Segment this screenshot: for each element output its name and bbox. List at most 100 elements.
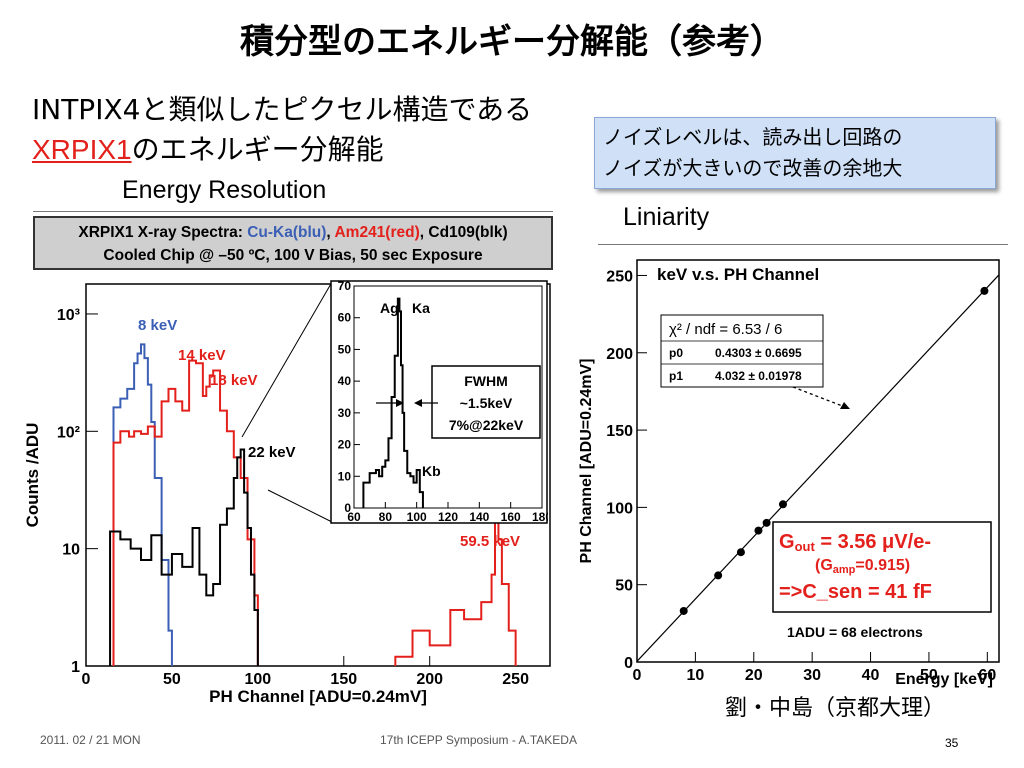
linearity-point bbox=[778, 500, 787, 509]
header-prefix: XRPIX1 X-ray Spectra: bbox=[78, 224, 248, 241]
inset-x-tick-label: 140 bbox=[469, 510, 489, 524]
footer-date: 2011. 02 / 21 MON bbox=[40, 733, 141, 747]
linearity-title: keV v.s. PH Channel bbox=[657, 265, 819, 284]
spectrum-y-ticks: 1 10 10² 10³ bbox=[57, 307, 98, 676]
fwhm-line1: FWHM bbox=[464, 373, 508, 389]
inset-y-ticks: 0 10 20 30 40 50 60 70 bbox=[338, 280, 360, 515]
inset-series bbox=[362, 297, 424, 508]
spectrum-y-tick-label: 10² bbox=[57, 424, 80, 441]
linearity-point bbox=[714, 571, 723, 580]
spectrum-x-tick-label: 150 bbox=[330, 671, 357, 688]
c-sen: =>C_sen = 41 fF bbox=[779, 581, 932, 603]
inset-ag-label: Ag bbox=[380, 300, 399, 316]
spectrum-series-red bbox=[394, 500, 517, 666]
linearity-point bbox=[736, 548, 745, 557]
fit-p1-label: p1 bbox=[669, 369, 683, 383]
linearity-y-tick-label: 50 bbox=[615, 578, 633, 595]
spectrum-header: XRPIX1 X-ray Spectra: Cu-Ka(blu), Am241(… bbox=[33, 216, 553, 270]
label-14kev: 14 keV bbox=[178, 347, 226, 364]
fit-box bbox=[660, 314, 824, 388]
footer-event: 17th ICEPP Symposium - A.TAKEDA bbox=[380, 733, 577, 747]
gain-out: Gout = 3.56 μV/e- bbox=[779, 531, 931, 554]
linearity-x-ticks: 0 10 20 30 40 50 60 bbox=[633, 652, 996, 684]
slide-title: 積分型のエネルギー分解能（参考） bbox=[240, 22, 784, 62]
left-divider bbox=[33, 211, 553, 212]
inset-x-ticks: 60 80 100 120 140 160 180 bbox=[347, 502, 548, 524]
spectrum-x-tick-label: 100 bbox=[245, 671, 272, 688]
spectrum-series-red bbox=[112, 359, 259, 666]
spectrum-x-tick-label: 0 bbox=[82, 671, 91, 688]
header-black: Cd109(blk) bbox=[428, 224, 508, 241]
inset-x-tick-label: 100 bbox=[407, 510, 427, 524]
fwhm-box bbox=[431, 365, 541, 439]
note-line1: ノイズレベルは、読み出し回路の bbox=[603, 125, 903, 149]
linearity-x-tick-label: 30 bbox=[803, 667, 821, 684]
inset-x-tick-label: 180 bbox=[532, 510, 548, 524]
linearity-y-tick-label: 0 bbox=[624, 655, 633, 672]
linearity-ylabel: PH Channel [ADU=0.24mV] bbox=[578, 359, 595, 564]
spectrum-y-tick-label: 1 bbox=[71, 659, 80, 676]
inset-x-tick-label: 60 bbox=[347, 510, 361, 524]
spectrum-x-tick-label: 200 bbox=[416, 671, 443, 688]
zoom-line-top bbox=[241, 281, 333, 438]
inset-y-tick-label: 70 bbox=[338, 280, 352, 293]
fit-chi2: χ² / ndf = 6.53 / 6 bbox=[669, 321, 782, 338]
gain-amp: (Gamp=0.915) bbox=[815, 557, 910, 576]
label-595kev: 59.5 keV bbox=[460, 533, 520, 550]
spectrum-xlabel: PH Channel [ADU=0.24mV] bbox=[209, 687, 427, 706]
inset-ka-label: Ka bbox=[412, 300, 430, 316]
spectrum-y-tick-label: 10 bbox=[62, 542, 80, 559]
fit-p0-label: p0 bbox=[669, 346, 683, 360]
spectrum-series-black bbox=[109, 448, 259, 666]
spectrum-y-tick-label: 10³ bbox=[57, 307, 80, 324]
spectrum-ylabel: Counts /ADU bbox=[23, 423, 42, 528]
spectrum-x-tick-label: 250 bbox=[502, 671, 529, 688]
spectrum-series bbox=[109, 343, 517, 666]
subtitle-line1: INTPIX4と類似したピクセル構造である bbox=[32, 93, 533, 126]
fwhm-line2: ~1.5keV bbox=[460, 395, 513, 411]
linearity-x-tick-label: 10 bbox=[686, 667, 704, 684]
fit-arrow-head bbox=[840, 402, 850, 409]
inset-y-tick-label: 0 bbox=[344, 501, 351, 515]
inset-kb-label: Kb bbox=[422, 463, 441, 479]
fwhm-line3: 7%@22keV bbox=[449, 417, 524, 433]
xrpix1-highlight: XRPIX1 bbox=[32, 134, 132, 165]
subtitle-line2-rest: のエネルギー分解能 bbox=[131, 133, 384, 166]
inset-y-tick-label: 50 bbox=[338, 342, 352, 356]
inset-y-tick-label: 60 bbox=[338, 311, 352, 325]
linearity-point bbox=[754, 526, 763, 535]
linearity-points bbox=[679, 286, 989, 615]
header-red: Am241(red) bbox=[334, 224, 420, 241]
inset-x-tick-label: 120 bbox=[438, 510, 458, 524]
linearity-y-tick-label: 100 bbox=[606, 500, 633, 517]
inset-chart: 60 80 100 120 140 160 180 0 10 20 30 40 50 60 70 Ag K… bbox=[330, 280, 548, 524]
fit-p1-value: 4.032 ± 0.01978 bbox=[715, 369, 802, 383]
gain-box bbox=[772, 521, 992, 613]
spectrum-header-line2: Cooled Chip @ –50 ºC, 100 V Bias, 50 sec… bbox=[103, 247, 483, 264]
linearity-y-tick-label: 250 bbox=[606, 268, 633, 285]
inset-y-tick-label: 30 bbox=[338, 406, 352, 420]
header-sep1: , bbox=[326, 224, 335, 241]
linearity-fit-line bbox=[636, 274, 1000, 662]
spectrum-x-tick-label: 50 bbox=[163, 671, 181, 688]
linearity-x-tick-label: 40 bbox=[862, 667, 880, 684]
linearity-point bbox=[980, 286, 989, 295]
label-8kev: 8 keV bbox=[138, 317, 177, 334]
liniarity-label: Liniarity bbox=[623, 203, 710, 231]
linearity-x-tick-label: 50 bbox=[920, 667, 938, 684]
fit-p0-value: 0.4303 ± 0.6695 bbox=[715, 346, 802, 360]
linearity-chart: 0 10 20 30 40 50 60 0 50 100 150 200 250 keV v.s. P… bbox=[578, 259, 1000, 688]
linearity-point bbox=[679, 606, 688, 615]
inset-y-tick-label: 40 bbox=[338, 374, 352, 388]
linearity-y-ticks: 0 50 100 150 200 250 bbox=[606, 268, 647, 672]
right-divider bbox=[598, 244, 1008, 245]
subtitle-line2: XRPIX1のエネルギー分解能 bbox=[32, 128, 384, 168]
linearity-x-tick-label: 60 bbox=[978, 667, 996, 684]
inset-series-line bbox=[362, 297, 424, 508]
linearity-y-tick-label: 200 bbox=[606, 346, 633, 363]
spectrum-x-ticks: 0 50 100 150 200 250 bbox=[82, 656, 529, 688]
linearity-point bbox=[762, 518, 771, 527]
energy-resolution-label: Energy Resolution bbox=[122, 176, 327, 204]
linearity-y-tick-label: 150 bbox=[606, 423, 633, 440]
inset-y-tick-label: 10 bbox=[338, 469, 352, 483]
